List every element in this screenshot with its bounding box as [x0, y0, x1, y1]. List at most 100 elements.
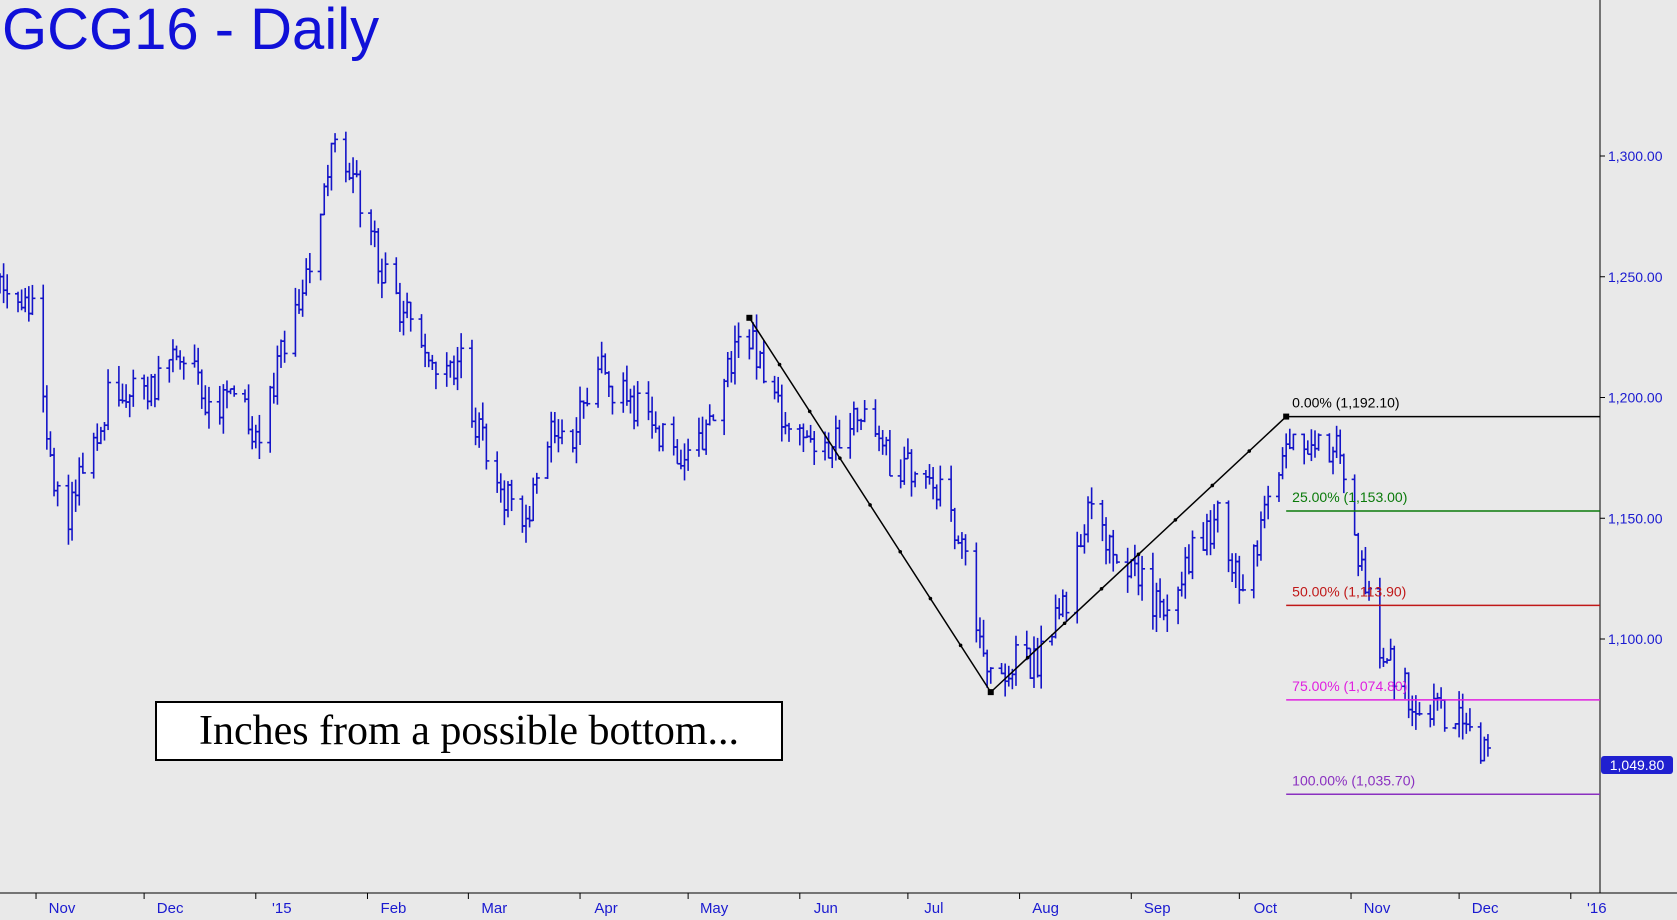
price-bar	[695, 417, 702, 457]
price-bar	[141, 374, 148, 400]
price-bar	[555, 419, 562, 453]
price-bar	[202, 385, 209, 416]
price-bar	[1236, 555, 1243, 604]
price-bar	[1286, 428, 1293, 450]
x-tick-label: Nov	[1364, 900, 1391, 917]
x-tick-label: Jun	[814, 900, 838, 917]
swing-line-dot	[958, 643, 963, 648]
price-bar	[778, 384, 785, 442]
price-bar	[523, 504, 529, 543]
price-bar	[483, 423, 490, 470]
price-bar	[454, 346, 461, 391]
price-bar	[400, 300, 407, 336]
price-bar	[1463, 712, 1470, 734]
x-tick-label: Jul	[924, 900, 943, 917]
price-bar	[1160, 598, 1167, 621]
y-tick-label: 1,100.00	[1608, 631, 1663, 647]
price-bar	[526, 506, 533, 528]
price-bar	[584, 387, 591, 407]
price-bar	[375, 228, 382, 284]
price-bar	[1265, 485, 1272, 520]
price-bar	[306, 252, 313, 284]
price-bar	[1315, 433, 1322, 451]
caption-box: Inches from a possible bottom...	[155, 701, 783, 761]
price-bar	[933, 484, 940, 510]
price-bar	[1283, 433, 1290, 469]
price-bar	[987, 667, 994, 684]
price-bar	[1254, 540, 1261, 567]
swing-line-dot	[1210, 483, 1215, 488]
price-bar	[407, 301, 414, 332]
price-bar	[533, 472, 540, 494]
price-bar	[1113, 553, 1120, 564]
x-tick-label: Aug	[1032, 900, 1059, 917]
price-bar	[1106, 534, 1113, 564]
price-bar	[1185, 544, 1192, 575]
price-bar	[631, 385, 638, 430]
price-bar	[4, 274, 11, 309]
price-bar	[79, 452, 86, 474]
price-bar	[1189, 530, 1196, 580]
price-bar	[249, 416, 256, 450]
price-bar	[245, 384, 252, 435]
price-bar	[396, 282, 403, 332]
price-bar	[169, 339, 176, 373]
x-tick-label: Dec	[1472, 900, 1499, 917]
last-price-label: 1,049.80	[1601, 756, 1673, 774]
price-bar	[548, 411, 555, 463]
x-tick-label: Apr	[594, 900, 617, 917]
price-bar	[897, 459, 904, 489]
swing-line-dot	[838, 456, 842, 460]
price-bar	[598, 341, 605, 374]
price-bar	[649, 396, 656, 439]
price-bar	[786, 422, 792, 442]
price-bar	[1063, 591, 1070, 622]
price-bar	[130, 369, 137, 407]
price-bar	[65, 474, 72, 545]
price-bar	[551, 412, 558, 444]
price-bar	[1391, 645, 1398, 700]
price-bar	[1456, 691, 1463, 738]
price-bar	[1257, 511, 1264, 561]
price-bar	[735, 322, 742, 358]
swing-line-dot	[807, 409, 812, 414]
price-bar	[807, 424, 814, 443]
swing-point-marker	[746, 314, 753, 321]
price-bar	[1153, 582, 1160, 632]
price-bar	[350, 157, 357, 194]
price-bar	[659, 423, 666, 452]
price-bar	[879, 430, 886, 455]
swing-line-dot	[1062, 621, 1067, 626]
swing-line-dot	[1025, 655, 1030, 660]
price-bar	[1239, 574, 1246, 592]
price-bar	[1103, 517, 1110, 565]
price-bar	[418, 314, 425, 348]
price-bar	[97, 426, 104, 445]
price-bar	[1099, 499, 1106, 542]
price-bar	[1261, 495, 1268, 529]
axis-layer	[0, 0, 1677, 899]
price-bar	[836, 419, 843, 449]
price-bar	[1366, 580, 1373, 601]
price-bar	[278, 339, 285, 368]
price-bar	[1030, 636, 1037, 688]
price-bar	[1304, 440, 1311, 456]
fib-level-label: 50.00% (1,113.90)	[1292, 583, 1406, 599]
price-bar	[191, 344, 198, 368]
price-bar	[342, 131, 349, 183]
price-bar	[1164, 594, 1171, 632]
price-bar	[155, 355, 162, 401]
price-bar	[1477, 722, 1484, 764]
price-bar	[681, 443, 688, 481]
price-bar	[908, 449, 915, 497]
price-bar	[378, 258, 385, 299]
price-bar	[180, 356, 187, 380]
swing-line-dot	[1099, 586, 1104, 591]
price-bar	[468, 339, 475, 428]
x-tick-label: May	[700, 900, 729, 917]
price-bar	[270, 372, 277, 404]
price-bar	[216, 385, 223, 425]
price-bar	[144, 376, 151, 410]
price-bar	[775, 376, 782, 403]
price-bar	[1211, 504, 1218, 549]
